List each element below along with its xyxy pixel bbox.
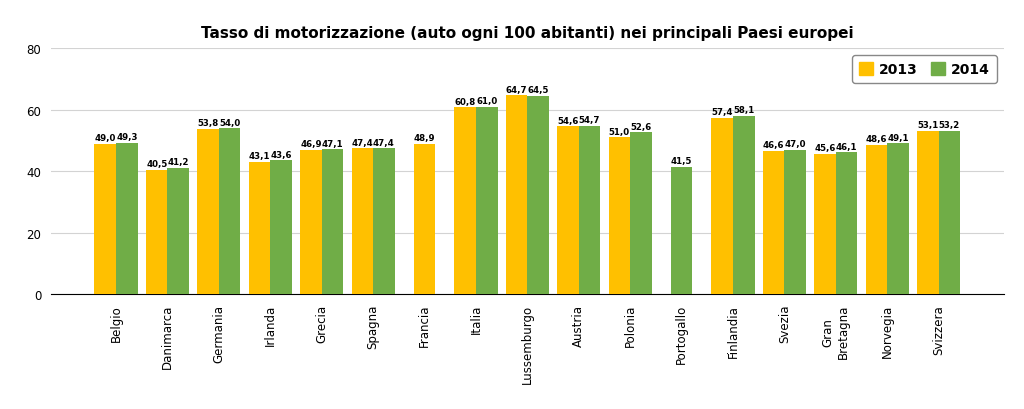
Text: 46,6: 46,6 <box>763 141 784 150</box>
Bar <box>322 150 343 294</box>
Bar <box>557 127 579 294</box>
Text: 57,4: 57,4 <box>712 108 733 117</box>
Bar <box>94 144 116 294</box>
Text: 48,6: 48,6 <box>865 135 887 144</box>
Bar <box>918 132 939 294</box>
Text: 40,5: 40,5 <box>146 160 167 169</box>
Text: 46,1: 46,1 <box>836 143 857 151</box>
Text: 43,6: 43,6 <box>270 150 292 159</box>
Text: 41,2: 41,2 <box>168 157 189 166</box>
Bar <box>763 151 784 294</box>
Bar <box>579 127 600 294</box>
Bar <box>608 138 630 294</box>
Text: 49,3: 49,3 <box>116 133 137 142</box>
Text: 53,8: 53,8 <box>198 119 219 128</box>
Bar <box>712 119 733 294</box>
Bar <box>145 170 168 294</box>
Bar <box>476 107 498 294</box>
Text: 64,7: 64,7 <box>506 85 527 94</box>
Bar <box>814 155 836 294</box>
Text: 61,0: 61,0 <box>476 97 498 106</box>
Bar <box>455 108 476 294</box>
Text: 47,1: 47,1 <box>322 139 343 148</box>
Text: 54,7: 54,7 <box>579 116 600 125</box>
Text: 46,9: 46,9 <box>300 140 322 149</box>
Text: 49,1: 49,1 <box>887 133 908 142</box>
Text: 47,4: 47,4 <box>373 139 395 148</box>
Text: 41,5: 41,5 <box>671 157 692 166</box>
Bar <box>630 133 651 294</box>
Bar <box>270 161 292 294</box>
Bar <box>198 129 219 294</box>
Text: 48,9: 48,9 <box>414 134 435 143</box>
Text: 47,4: 47,4 <box>351 139 373 148</box>
Bar <box>351 149 373 294</box>
Text: 51,0: 51,0 <box>609 128 630 137</box>
Bar <box>865 146 887 294</box>
Bar <box>784 150 806 294</box>
Bar <box>373 149 394 294</box>
Text: 49,0: 49,0 <box>94 134 116 143</box>
Bar <box>506 96 527 294</box>
Bar <box>116 143 137 294</box>
Bar <box>671 167 692 294</box>
Text: 53,1: 53,1 <box>918 121 938 130</box>
Bar <box>168 168 189 294</box>
Text: 47,0: 47,0 <box>784 140 806 149</box>
Bar <box>887 144 909 294</box>
Text: 58,1: 58,1 <box>733 106 755 115</box>
Text: 45,6: 45,6 <box>814 144 836 153</box>
Bar <box>414 144 435 294</box>
Bar <box>939 131 961 294</box>
Text: 54,6: 54,6 <box>557 117 579 126</box>
Text: 53,2: 53,2 <box>939 121 961 130</box>
Legend: 2013, 2014: 2013, 2014 <box>852 56 996 84</box>
Bar <box>733 116 755 294</box>
Text: 43,1: 43,1 <box>249 152 270 161</box>
Text: 52,6: 52,6 <box>631 123 651 132</box>
Bar <box>249 162 270 294</box>
Bar <box>300 151 322 294</box>
Text: 60,8: 60,8 <box>455 97 476 106</box>
Bar <box>527 97 549 294</box>
Bar <box>836 153 857 294</box>
Title: Tasso di motorizzazione (auto ogni 100 abitanti) nei principali Paesi europei: Tasso di motorizzazione (auto ogni 100 a… <box>201 26 854 41</box>
Text: 64,5: 64,5 <box>527 86 549 95</box>
Text: 54,0: 54,0 <box>219 118 241 127</box>
Bar <box>219 129 241 294</box>
